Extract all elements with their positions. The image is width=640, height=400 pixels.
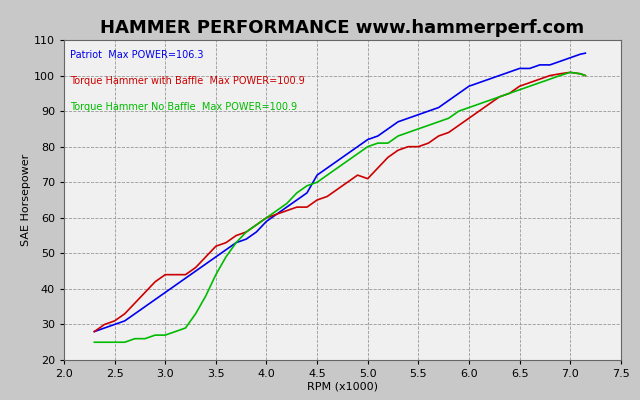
Y-axis label: SAE Horsepower: SAE Horsepower [21,154,31,246]
Text: Torque Hammer with Baffle  Max POWER=100.9: Torque Hammer with Baffle Max POWER=100.… [70,76,304,86]
X-axis label: RPM (x1000): RPM (x1000) [307,382,378,392]
Text: Torque Hammer No Baffle  Max POWER=100.9: Torque Hammer No Baffle Max POWER=100.9 [70,102,297,112]
Title: HAMMER PERFORMANCE www.hammerperf.com: HAMMER PERFORMANCE www.hammerperf.com [100,19,584,37]
Text: Patriot  Max POWER=106.3: Patriot Max POWER=106.3 [70,50,203,60]
